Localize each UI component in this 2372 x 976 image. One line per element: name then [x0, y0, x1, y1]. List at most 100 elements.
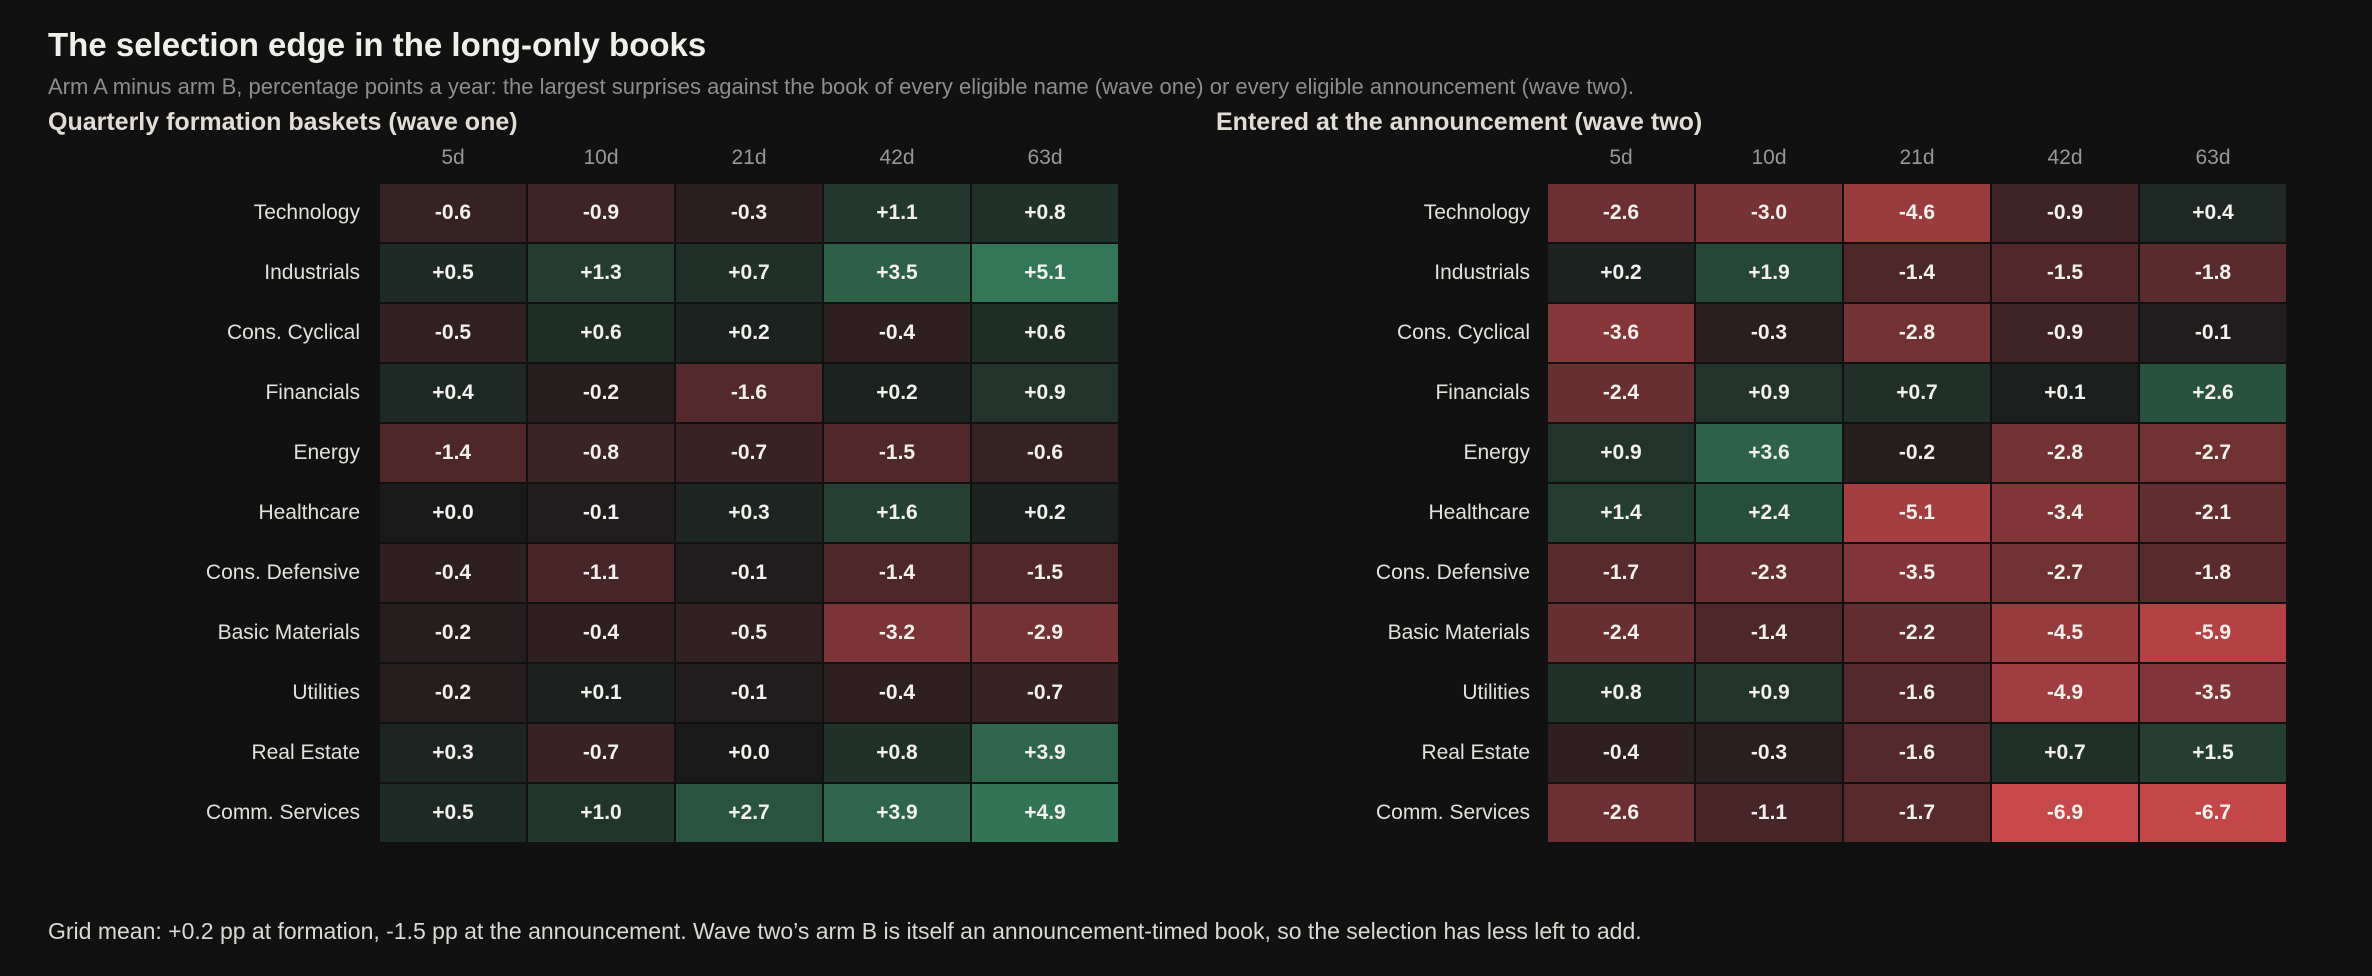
heatmap-cell: -2.6: [1548, 784, 1694, 842]
heatmap-cell: -0.9: [1992, 184, 2138, 242]
heatmap-cell: -2.7: [2140, 424, 2286, 482]
heatmap-cell: -1.4: [1696, 604, 1842, 662]
heatmap-cell: +3.5: [824, 244, 970, 302]
heatmap-cell: -4.6: [1844, 184, 1990, 242]
heatmap-cell: +1.5: [2140, 724, 2286, 782]
heatmap-cell: +1.3: [528, 244, 674, 302]
heatmap-cell: -1.1: [1696, 784, 1842, 842]
heatmap-cell: -0.4: [1548, 724, 1694, 782]
heatmap-cell: -3.5: [1844, 544, 1990, 602]
heatmap-cell: +0.5: [380, 244, 526, 302]
heatmap-cell: -0.1: [2140, 304, 2286, 362]
heatmap-cell: -2.6: [1548, 184, 1694, 242]
heatmap-cell: +2.6: [2140, 364, 2286, 422]
heatmap-cell: +5.1: [972, 244, 1118, 302]
column-header-10d: 10d: [1751, 146, 1787, 169]
heatmap-cell: +3.9: [824, 784, 970, 842]
heatmap-cell: -1.7: [1548, 544, 1694, 602]
heatmap-cell: +0.0: [676, 724, 822, 782]
heatmap-cell: -0.5: [380, 304, 526, 362]
heatmap-cell: -0.6: [972, 424, 1118, 482]
column-header-63d: 63d: [1027, 146, 1063, 169]
row-label: Cons. Cyclical: [226, 321, 360, 344]
heatmap-cell: +0.7: [1992, 724, 2138, 782]
heatmap-cell: +0.7: [1844, 364, 1990, 422]
heatmap-cell: -0.4: [824, 304, 970, 362]
row-label: Basic Materials: [1387, 621, 1530, 644]
column-header-5d: 5d: [1609, 146, 1633, 169]
heatmap-cell: -5.9: [2140, 604, 2286, 662]
heatmap-cell: -0.1: [676, 544, 822, 602]
heatmap-cell: -0.7: [528, 724, 674, 782]
column-header-42d: 42d: [2047, 146, 2083, 169]
heatmap-cell: -2.9: [972, 604, 1118, 662]
row-label: Energy: [1463, 441, 1530, 464]
row-label: Basic Materials: [217, 621, 360, 644]
panel-title: Entered at the announcement (wave two): [1216, 108, 1703, 136]
heatmap-cell: +4.9: [972, 784, 1118, 842]
heatmap-cell: -1.6: [1844, 724, 1990, 782]
heatmap-cell: -0.2: [380, 664, 526, 722]
heatmap-cell: -1.4: [824, 544, 970, 602]
heatmap-cell: +2.7: [676, 784, 822, 842]
heatmap-cell: +1.0: [528, 784, 674, 842]
row-label: Industrials: [264, 261, 360, 284]
heatmap-cell: +0.4: [2140, 184, 2286, 242]
heatmap-cell: -1.4: [380, 424, 526, 482]
heatmap-cell: +0.8: [972, 184, 1118, 242]
heatmap-cell: +0.3: [676, 484, 822, 542]
column-header-63d: 63d: [2195, 146, 2231, 169]
row-label: Energy: [293, 441, 360, 464]
heatmap-cell: -0.4: [528, 604, 674, 662]
heatmap-cell: -3.4: [1992, 484, 2138, 542]
heatmap-cell: +1.6: [824, 484, 970, 542]
footnote: Grid mean: +0.2 pp at formation, -1.5 pp…: [48, 918, 1642, 944]
column-header-5d: 5d: [441, 146, 465, 169]
column-header-10d: 10d: [583, 146, 619, 169]
heatmap-cell: +1.1: [824, 184, 970, 242]
heatmap-cell: -0.3: [1696, 724, 1842, 782]
heatmap-cell: +0.1: [528, 664, 674, 722]
heatmap-cell: -0.1: [676, 664, 822, 722]
heatmap-cell: +0.8: [1548, 664, 1694, 722]
row-label: Financials: [265, 381, 360, 404]
row-label: Technology: [253, 201, 360, 224]
heatmap-cell: +0.7: [676, 244, 822, 302]
heatmap-cell: -2.7: [1992, 544, 2138, 602]
heatmap-cell: -4.5: [1992, 604, 2138, 662]
heatmap-cell: +0.2: [676, 304, 822, 362]
row-label: Industrials: [1434, 261, 1530, 284]
heatmap-cell: +0.6: [972, 304, 1118, 362]
row-label: Comm. Services: [1375, 801, 1530, 824]
heatmap-cell: +1.9: [1696, 244, 1842, 302]
heatmap-cell: -1.5: [972, 544, 1118, 602]
row-label: Healthcare: [1428, 501, 1530, 524]
heatmap-cell: -1.6: [1844, 664, 1990, 722]
heatmap-cell: -1.1: [528, 544, 674, 602]
heatmap-cell: -1.5: [1992, 244, 2138, 302]
heatmap-cell: +0.2: [1548, 244, 1694, 302]
heatmap-cell: -1.8: [2140, 544, 2286, 602]
row-label: Healthcare: [258, 501, 360, 524]
heatmap-cell: +0.2: [824, 364, 970, 422]
row-label: Cons. Defensive: [205, 561, 360, 584]
heatmap-cell: -0.6: [380, 184, 526, 242]
heatmap-cell: +2.4: [1696, 484, 1842, 542]
column-header-42d: 42d: [879, 146, 915, 169]
heatmap-cell: -2.8: [1992, 424, 2138, 482]
heatmap-cell: +0.9: [1696, 364, 1842, 422]
heatmap-cell: -1.7: [1844, 784, 1990, 842]
heatmap-cell: -5.1: [1844, 484, 1990, 542]
heatmap-cell: -1.5: [824, 424, 970, 482]
heatmap-cell: -2.4: [1548, 604, 1694, 662]
heatmap-cell: -0.9: [528, 184, 674, 242]
heatmap-cell: -0.7: [972, 664, 1118, 722]
heatmap-cell: +0.2: [972, 484, 1118, 542]
heatmap-cell: +0.6: [528, 304, 674, 362]
heatmap-cell: +3.6: [1696, 424, 1842, 482]
heatmap-cell: +1.4: [1548, 484, 1694, 542]
heatmap-cell: -4.9: [1992, 664, 2138, 722]
heatmap-cell: -3.2: [824, 604, 970, 662]
heatmap-cell: +0.8: [824, 724, 970, 782]
row-label: Financials: [1435, 381, 1530, 404]
